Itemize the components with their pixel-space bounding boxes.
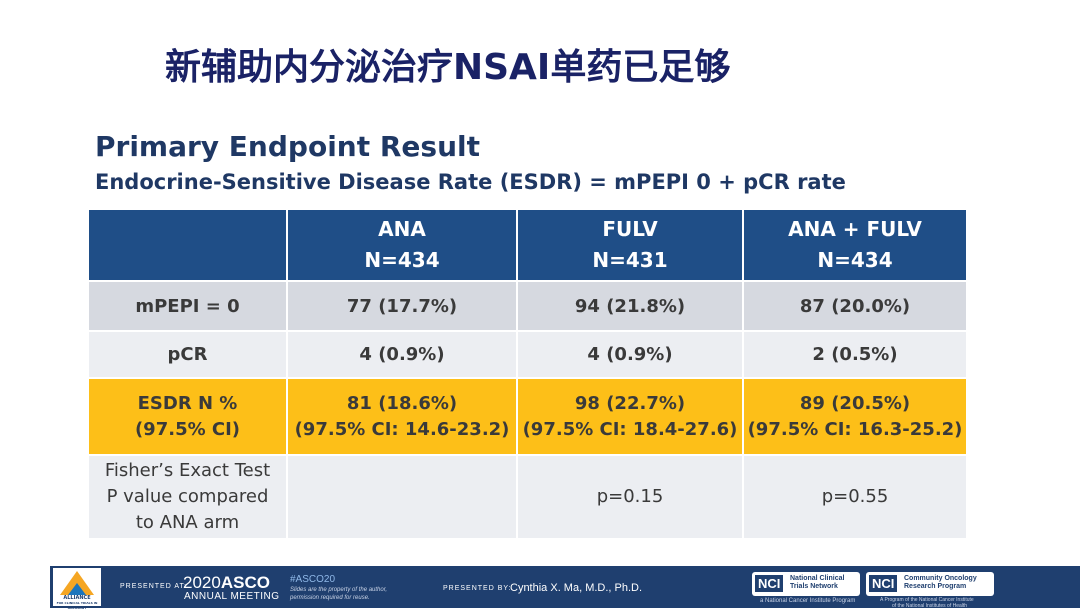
hashtag: #ASCO20: [290, 574, 336, 585]
table-cell: 4 (0.9%): [286, 330, 518, 379]
row-label: mPEPI = 0: [87, 280, 288, 332]
notice-line-1: Slides are the property of the author,: [290, 587, 388, 593]
results-table: ANA N=434 FULV N=431 ANA + FULV N=434 mP…: [87, 208, 968, 540]
table-row-fisher: Fisher’s Exact Test P value compared to …: [87, 454, 968, 540]
column-name: ANA + FULV: [788, 217, 922, 241]
table-cell: 77 (17.7%): [286, 280, 518, 332]
cell-ci: (97.5% CI: 18.4-27.6): [522, 418, 738, 440]
meeting-logo: 2020ASCO: [183, 573, 270, 593]
section-subheading: Endocrine-Sensitive Disease Rate (ESDR) …: [95, 170, 846, 194]
nci-badge: NCI: [755, 575, 784, 592]
cell-value: 81 (18.6%): [346, 392, 458, 414]
table-cell: 94 (21.8%): [516, 280, 744, 332]
column-n: N=431: [592, 248, 668, 272]
section-heading: Primary Endpoint Result: [95, 130, 480, 163]
notice-line-2: permission required for reuse.: [290, 595, 370, 601]
presented-at-label: PRESENTED AT:: [120, 583, 187, 590]
column-name: FULV: [602, 217, 658, 241]
column-header-ana: ANA N=434: [286, 208, 518, 282]
column-header-fulv: FULV N=431: [516, 208, 744, 282]
table-row-pcr: pCR 4 (0.9%) 4 (0.9%) 2 (0.5%): [87, 330, 968, 379]
table-header-row: ANA N=434 FULV N=431 ANA + FULV N=434: [87, 208, 968, 282]
table-cell: 4 (0.9%): [516, 330, 744, 379]
header-empty-cell: [87, 208, 288, 282]
presenter-name: Cynthia X. Ma, M.D., Ph.D.: [510, 582, 643, 594]
table-cell: 89 (20.5%) (97.5% CI: 16.3-25.2): [742, 377, 968, 456]
table-row-mpepi: mPEPI = 0 77 (17.7%) 94 (21.8%) 87 (20.0…: [87, 280, 968, 332]
nci-ncorp-sub-2: of the National Institutes of Health: [892, 603, 968, 609]
meeting-sub: ANNUAL MEETING: [184, 591, 280, 602]
nci-ncorp-label: Community Oncology Research Program: [904, 575, 977, 590]
row-label-line: P value compared: [106, 486, 269, 507]
row-label-line: to ANA arm: [135, 512, 240, 533]
table-cell: 2 (0.5%): [742, 330, 968, 379]
column-n: N=434: [817, 248, 893, 272]
nci-badge: NCI: [869, 575, 898, 592]
cell-value: 98 (22.7%): [574, 392, 686, 414]
alliance-inner-triangle-icon: [68, 583, 86, 595]
nci-nctn-logo: NCI National Clinical Trials Network: [752, 572, 860, 596]
table-cell: [286, 454, 518, 540]
meeting-year: 2020: [183, 573, 221, 592]
table-cell: 87 (20.0%): [742, 280, 968, 332]
slide-title: 新辅助内分泌治疗NSAI单药已足够: [165, 47, 731, 88]
row-label: pCR: [87, 330, 288, 379]
nci-nctn-sub: a National Cancer Institute Program: [760, 598, 856, 604]
alliance-logo: ALLIANCE FOR CLINICAL TRIALS IN ONCOLOGY: [53, 568, 101, 610]
alliance-logo-text: ALLIANCE FOR CLINICAL TRIALS IN ONCOLOGY: [56, 595, 98, 611]
nci-ncorp-sub-1: A Program of the National Cancer Institu…: [880, 597, 974, 603]
presented-by-label: PRESENTED BY:: [443, 585, 512, 592]
table-cell: 81 (18.6%) (97.5% CI: 14.6-23.2): [286, 377, 518, 456]
row-label-line: (97.5% CI): [134, 418, 241, 440]
table-cell: p=0.55: [742, 454, 968, 540]
row-label: Fisher’s Exact Test P value compared to …: [87, 454, 288, 540]
row-label-line: ESDR N %: [137, 392, 238, 414]
table-row-esdr: ESDR N % (97.5% CI) 81 (18.6%) (97.5% CI…: [87, 377, 968, 456]
column-n: N=434: [364, 248, 440, 272]
cell-ci: (97.5% CI: 16.3-25.2): [747, 418, 963, 440]
cell-value: 89 (20.5%): [799, 392, 911, 414]
column-header-ana-fulv: ANA + FULV N=434: [742, 208, 968, 282]
table-cell: 98 (22.7%) (97.5% CI: 18.4-27.6): [516, 377, 744, 456]
column-name: ANA: [378, 217, 426, 241]
nci-ncorp-logo: NCI Community Oncology Research Program: [866, 572, 994, 596]
meeting-name: ASCO: [220, 573, 270, 592]
table-cell: p=0.15: [516, 454, 744, 540]
cell-ci: (97.5% CI: 14.6-23.2): [294, 418, 510, 440]
row-label-line: Fisher’s Exact Test: [104, 460, 271, 481]
row-label: ESDR N % (97.5% CI): [87, 377, 288, 456]
nci-nctn-label: National Clinical Trials Network: [790, 575, 845, 590]
